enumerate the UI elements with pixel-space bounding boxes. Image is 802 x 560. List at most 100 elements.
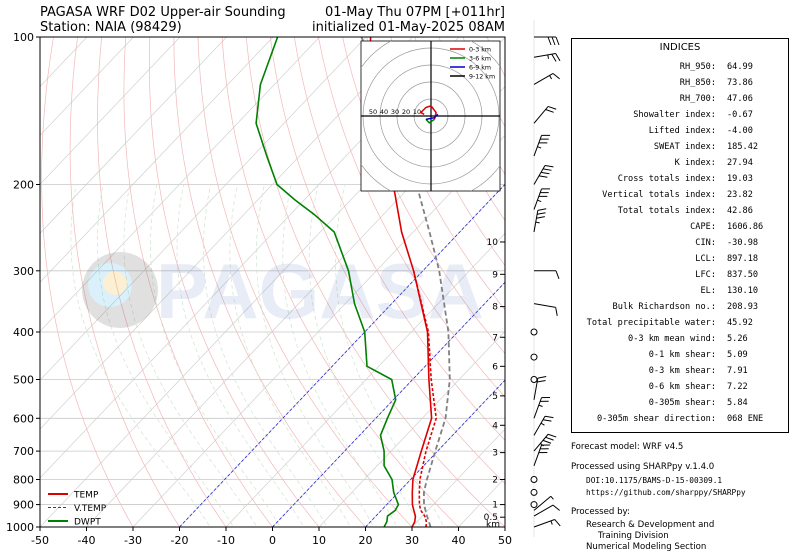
indices-row: 0-1 km shear: 5.09 [572,350,788,366]
indices-label: Total totals index: [617,206,716,216]
indices-value: 5.84 [727,398,748,408]
moist-adiabat [203,184,328,527]
legend-label: TEMP [73,491,99,501]
isotherm-line [40,37,134,136]
wind-barb-feather [555,36,560,46]
wind-barb-feather [544,415,554,419]
wind-barb-feather [542,419,552,422]
wind-barb-staff [533,303,556,308]
isotherm-line [225,232,505,527]
wind-barb-half-feather [550,495,554,500]
height-label: 9 [492,270,498,280]
indices-value: 64.99 [727,62,753,72]
indices-row: 0-6 km shear: 7.22 [572,382,788,398]
hodograph-ring-label: 40 [380,108,388,116]
indices-value: 27.94 [727,158,753,168]
indices-value: 185.42 [727,142,759,152]
indices-row: Cross totals index: 19.03 [572,174,788,190]
indices-label: 0-1 km shear: [648,350,716,360]
dry-adiabat [197,37,413,527]
wind-barb-staff [533,416,546,436]
dry-adiabat [173,37,366,527]
indices-value: 73.86 [727,78,753,88]
isotherm-line [40,37,413,430]
dry-adiabat [69,37,180,527]
indices-label: Lifted index: [648,126,716,136]
y-tick-label: 600 [13,412,34,425]
wind-barb-staff [533,397,542,419]
indices-row: Lifted index: -4.00 [572,126,788,142]
height-label: 4 [492,421,498,431]
dry-adiabat [97,37,227,527]
hodograph-ring-label: 30 [391,108,399,116]
wind-barb-staff [533,495,552,511]
moist-adiabat [70,184,211,527]
series-vtemp-line [412,270,438,527]
chart-title-left: PAGASA WRF D02 Upper-air Sounding Statio… [40,5,286,35]
x-tick-label: -40 [78,534,96,547]
indices-label: 0-305m shear direction: [597,414,716,424]
indices-value: 42.86 [727,206,753,216]
indices-row: 0-3 km shear: 7.91 [572,366,788,382]
doi-text: DOI:10.1175/BAMS-D-15-00309.1 [586,476,723,485]
indices-label: Cross totals index: [617,174,716,184]
height-label: 8 [492,303,498,313]
wind-barb-feather [555,53,561,62]
indices-row: EL: 130.10 [572,286,788,302]
wind-barb-feather [551,53,557,62]
org-line1: Research & Development and [586,520,715,530]
hodograph-legend-label: 3-6 km [469,56,491,63]
legend-label: V.TEMP [74,504,107,514]
wind-barb-half-feather [538,404,543,407]
hodograph-ring-label: 10 [413,108,421,116]
wind-barb-staff [533,135,542,157]
dry-adiabat [293,37,505,441]
height-label: 3 [492,449,498,459]
y-tick-label: 1000 [6,521,34,534]
wind-barb-feather [542,439,552,444]
wind-barb-staff [533,106,549,124]
y-tick-label: 200 [13,179,34,192]
indices-row: SWEAT index: 185.42 [572,142,788,158]
title-left-line2: Station: NAIA (98429) [40,20,182,35]
moist-adiabat [97,184,234,527]
wind-barb-staff [533,188,542,210]
dry-adiabat [269,37,505,485]
indices-row: LCL: 897.18 [572,254,788,270]
indices-value: -0.67 [727,110,753,120]
hodograph-trace [419,104,437,120]
x-tick-label: -50 [31,534,49,547]
indices-row: Vertical totals index: 23.82 [572,190,788,206]
wind-barb-half-feather [550,520,553,525]
indices-label: RH_700: [679,94,716,104]
y-tick-label: 400 [13,326,34,339]
hodograph-trace [425,118,435,124]
y-tick-label: 500 [13,373,34,386]
indices-value: 19.03 [727,174,753,184]
dry-adiabat [123,37,273,527]
isotherm-line [318,330,505,527]
dry-adiabat [342,37,505,355]
x-tick-label: 0 [269,534,276,547]
wind-barb-feather [545,436,554,441]
height-label: 7 [492,333,498,343]
wind-barb-feather [547,36,552,46]
indices-label: 0-305m shear: [648,398,716,408]
x-tick-label: -10 [217,534,235,547]
wind-barb-feather [552,504,560,511]
moist-adiabat [176,184,305,527]
indices-row: 0-305m shear: 5.84 [572,398,788,414]
indices-row: Bulk Richardson no.: 208.93 [572,302,788,318]
x-tick-label: 10 [312,534,326,547]
indices-value: 7.22 [727,382,748,392]
indices-row: Total precipitable water: 45.92 [572,318,788,334]
wind-barb-feather [555,307,558,316]
height-scale: 0.5 1 2 3 4 5 6 7 8 9 10 km [484,238,505,530]
indices-value: 45.92 [727,318,753,328]
dry-adiabat [390,37,505,267]
y-tick-label: 900 [13,499,34,512]
indices-panel: INDICES RH_950: 64.99 RH_850: 73.86 RH_700: 4… [571,38,789,433]
indices-value: 130.10 [727,286,759,296]
x-tick-label: 20 [359,534,373,547]
